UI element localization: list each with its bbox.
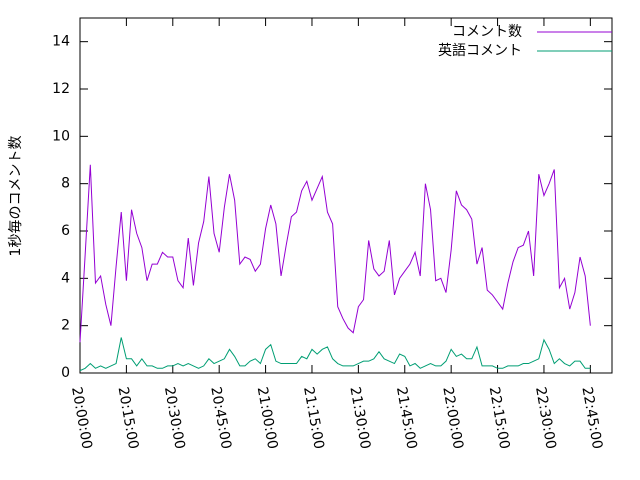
x-tick-label: 22:45:00	[578, 386, 605, 451]
x-tick-label: 21:00:00	[254, 386, 281, 451]
series-line	[79, 337, 591, 372]
y-tick-label: 10	[52, 128, 70, 144]
y-tick-label: 2	[61, 318, 70, 334]
y-tick-label: 6	[61, 223, 70, 239]
y-tick-label: 14	[52, 34, 70, 50]
y-axis-label: 1秒毎のコメント数	[8, 136, 24, 257]
y-tick-label: 0	[61, 365, 70, 381]
y-tick-label: 4	[61, 270, 70, 286]
y-tick-label: 8	[61, 176, 70, 192]
x-tick-label: 22:30:00	[532, 386, 559, 451]
x-tick-label: 21:45:00	[393, 386, 420, 451]
y-tick-label: 12	[52, 81, 70, 97]
x-tick-label: 20:30:00	[161, 386, 188, 451]
x-tick-label: 20:45:00	[207, 386, 234, 451]
series-line	[79, 164, 591, 343]
x-tick-label: 21:30:00	[346, 386, 373, 451]
x-tick-label: 21:15:00	[300, 386, 327, 451]
x-tick-label: 20:15:00	[115, 386, 142, 451]
legend-label: コメント数	[452, 24, 522, 40]
plot-border	[79, 17, 613, 374]
x-tick-label: 22:15:00	[486, 386, 513, 451]
legend-label: 英語コメント	[438, 42, 522, 59]
x-tick-label: 20:00:00	[68, 386, 95, 451]
x-tick-label: 22:00:00	[439, 386, 466, 451]
